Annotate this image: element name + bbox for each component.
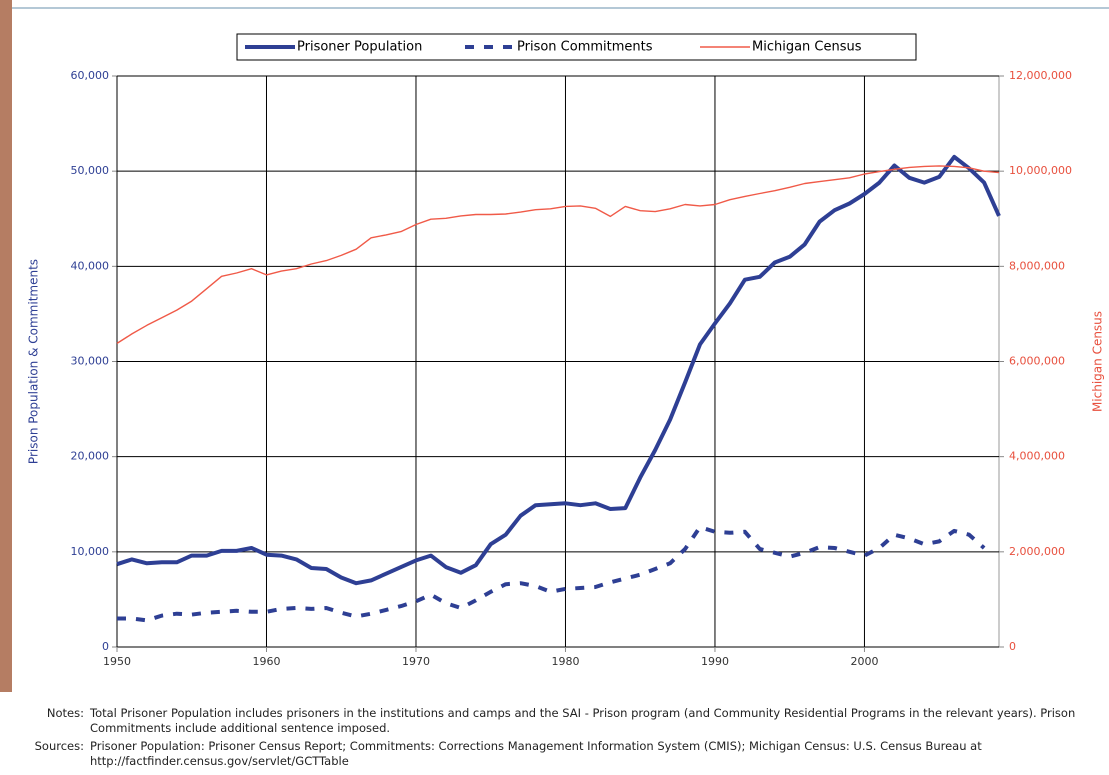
- side-bar: [0, 0, 12, 692]
- series-line: [116, 165, 1000, 344]
- y-tick-label: 50,000: [71, 164, 110, 177]
- y-tick-label: 10,000: [71, 545, 110, 558]
- legend-label: Michigan Census: [752, 40, 862, 55]
- y2-tick-label: 4,000,000: [1009, 450, 1065, 463]
- y-tick-label: 30,000: [71, 355, 110, 368]
- notes-label: Notes:: [46, 706, 84, 720]
- y2-tick-label: 6,000,000: [1009, 355, 1065, 368]
- y-tick-label: 20,000: [71, 450, 110, 463]
- y-tick-label: 40,000: [71, 259, 110, 272]
- sources-label: Sources:: [34, 739, 84, 753]
- notes-text: Total Prisoner Population includes priso…: [90, 706, 1076, 735]
- y2-axis-label: Michigan Census: [1091, 311, 1105, 412]
- y2-tick-label: 8,000,000: [1009, 259, 1065, 272]
- y-tick-label: 60,000: [71, 69, 110, 82]
- y2-tick-label: 12,000,000: [1009, 69, 1072, 82]
- x-tick-label: 1980: [551, 655, 579, 668]
- y-tick-label: 0: [102, 640, 109, 653]
- legend: Prisoner Population Prison Commitments Mic…: [236, 33, 917, 61]
- notes: Notes: Total Prisoner Population include…: [20, 706, 1100, 736]
- x-tick-label: 1970: [402, 655, 430, 668]
- x-tick-label: 1960: [252, 655, 280, 668]
- top-rule: [0, 7, 1109, 9]
- series-line: [116, 154, 1001, 586]
- sources: Sources: Prisoner Population: Prisoner C…: [20, 739, 1100, 769]
- y2-tick-label: 0: [1009, 640, 1016, 653]
- x-tick-label: 1990: [701, 655, 729, 668]
- y2-tick-label: 2,000,000: [1009, 545, 1065, 558]
- legend-box: [236, 33, 917, 61]
- y-axis-label: Prison Population & Commitments: [27, 259, 41, 464]
- legend-label: Prisoner Population: [297, 40, 422, 55]
- chart: 0 10,000 20,000 30,000 40,000 50,000 60,000 0 2,…: [27, 33, 1105, 668]
- y2-tick-label: 10,000,000: [1009, 164, 1072, 177]
- x-tick-label: 1950: [103, 655, 131, 668]
- legend-label: Prison Commitments: [517, 40, 653, 55]
- x-tick-label: 2000: [850, 655, 878, 668]
- sources-text: Prisoner Population: Prisoner Census Rep…: [90, 739, 982, 768]
